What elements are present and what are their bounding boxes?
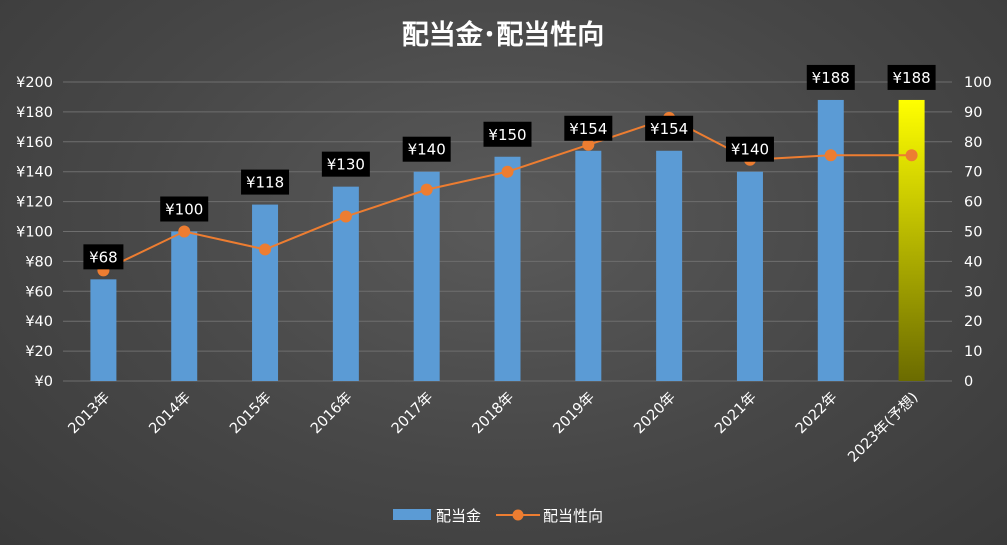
- chart-title: 配当金･配当性向: [402, 19, 605, 51]
- bar: [736, 171, 763, 381]
- data-label-box: [887, 64, 936, 90]
- left-tick-label: ¥180: [16, 105, 53, 121]
- left-tick-label: ¥80: [25, 254, 53, 270]
- data-label: ¥68: [89, 248, 118, 266]
- left-tick-label: ¥120: [16, 195, 53, 211]
- legend-bar-swatch: [393, 509, 431, 520]
- right-tick-label: 30: [964, 284, 982, 300]
- data-label-box: [160, 196, 209, 222]
- data-label-box: [321, 151, 370, 177]
- payout-ratio-marker: [339, 210, 352, 223]
- bar: [171, 231, 198, 381]
- payout-ratio-marker: [905, 149, 918, 162]
- payout-ratio-marker: [420, 183, 433, 196]
- right-tick-label: 70: [964, 165, 982, 181]
- bar-forecast: [898, 99, 925, 381]
- x-tick-label: 2020年: [631, 389, 679, 437]
- right-tick-label: 20: [964, 314, 982, 330]
- left-tick-label: ¥200: [16, 75, 53, 91]
- data-label-box: [645, 115, 694, 141]
- right-tick-label: 50: [964, 225, 982, 241]
- legend[interactable]: 配当金 配当性向: [393, 507, 603, 525]
- line-series: [97, 111, 918, 277]
- left-tick-label: ¥20: [25, 344, 53, 360]
- bar: [575, 150, 602, 381]
- data-label: ¥188: [892, 69, 930, 87]
- right-tick-label: 60: [964, 195, 982, 211]
- x-tick-label: 2021年: [711, 389, 759, 437]
- data-label-box: [402, 136, 451, 162]
- left-tick-label: ¥100: [16, 225, 53, 241]
- data-label: ¥140: [408, 141, 446, 159]
- x-tick-label: 2013年: [65, 389, 113, 437]
- data-label: ¥150: [488, 126, 526, 144]
- bar: [817, 99, 844, 381]
- bar: [252, 204, 279, 381]
- left-tick-label: ¥60: [25, 284, 53, 300]
- x-tick-label: 2015年: [227, 389, 275, 437]
- data-label: ¥118: [246, 174, 284, 192]
- left-tick-label: ¥0: [35, 374, 53, 390]
- right-tick-label: 90: [964, 105, 982, 121]
- left-tick-label: ¥40: [25, 314, 53, 330]
- bar: [90, 279, 117, 381]
- right-tick-label: 80: [964, 135, 982, 151]
- right-tick-label: 0: [964, 374, 973, 390]
- x-tick-label: 2018年: [469, 389, 517, 437]
- payout-ratio-marker: [259, 243, 272, 256]
- payout-ratio-marker: [178, 225, 191, 238]
- data-label: ¥154: [650, 120, 688, 138]
- x-tick-label: 2017年: [388, 389, 436, 437]
- right-axis: 0 10 20 30 40 50 60 70 80 90 100: [964, 75, 992, 390]
- bar: [413, 171, 440, 381]
- x-tick-label: 2023年(予想): [845, 389, 922, 466]
- data-label: ¥100: [165, 201, 203, 219]
- legend-label-dividend: 配当金: [436, 507, 481, 525]
- x-tick-label: 2014年: [146, 389, 194, 437]
- data-label: ¥130: [327, 156, 365, 174]
- data-label: ¥154: [569, 120, 607, 138]
- bar: [494, 156, 521, 381]
- data-label-box: [806, 64, 855, 90]
- data-label: ¥140: [731, 141, 769, 159]
- payout-ratio-marker: [582, 138, 595, 151]
- legend-marker-swatch: [512, 509, 524, 521]
- right-tick-label: 100: [964, 75, 992, 91]
- data-label-box: [241, 169, 290, 195]
- x-axis: 2013年 2014年 2015年 2016年 2017年 2018年 2019年 2020年…: [65, 389, 922, 466]
- payout-ratio-marker: [824, 149, 837, 162]
- left-axis: ¥0 ¥20 ¥40 ¥60 ¥80 ¥100 ¥120 ¥140 ¥160 ¥180 ¥200: [16, 75, 53, 390]
- payout-ratio-marker: [501, 165, 514, 178]
- left-tick-label: ¥140: [16, 165, 53, 181]
- right-tick-label: 40: [964, 254, 982, 270]
- x-tick-label: 2022年: [792, 389, 840, 437]
- x-tick-label: 2019年: [550, 389, 598, 437]
- data-label: ¥188: [812, 69, 850, 87]
- data-label-box: [83, 244, 124, 270]
- data-labels: ¥68 ¥100 ¥118 ¥130 ¥140 ¥150 ¥154 ¥154 ¥140 ¥188 ¥…: [83, 64, 936, 270]
- x-tick-label: 2016年: [307, 389, 355, 437]
- right-tick-label: 10: [964, 344, 982, 360]
- data-label-box: [725, 136, 774, 162]
- left-tick-label: ¥160: [16, 135, 53, 151]
- data-label-box: [564, 115, 613, 141]
- legend-label-payout-ratio: 配当性向: [543, 507, 603, 525]
- bar: [656, 150, 683, 381]
- bar-series: [90, 99, 925, 381]
- data-label-box: [483, 121, 532, 147]
